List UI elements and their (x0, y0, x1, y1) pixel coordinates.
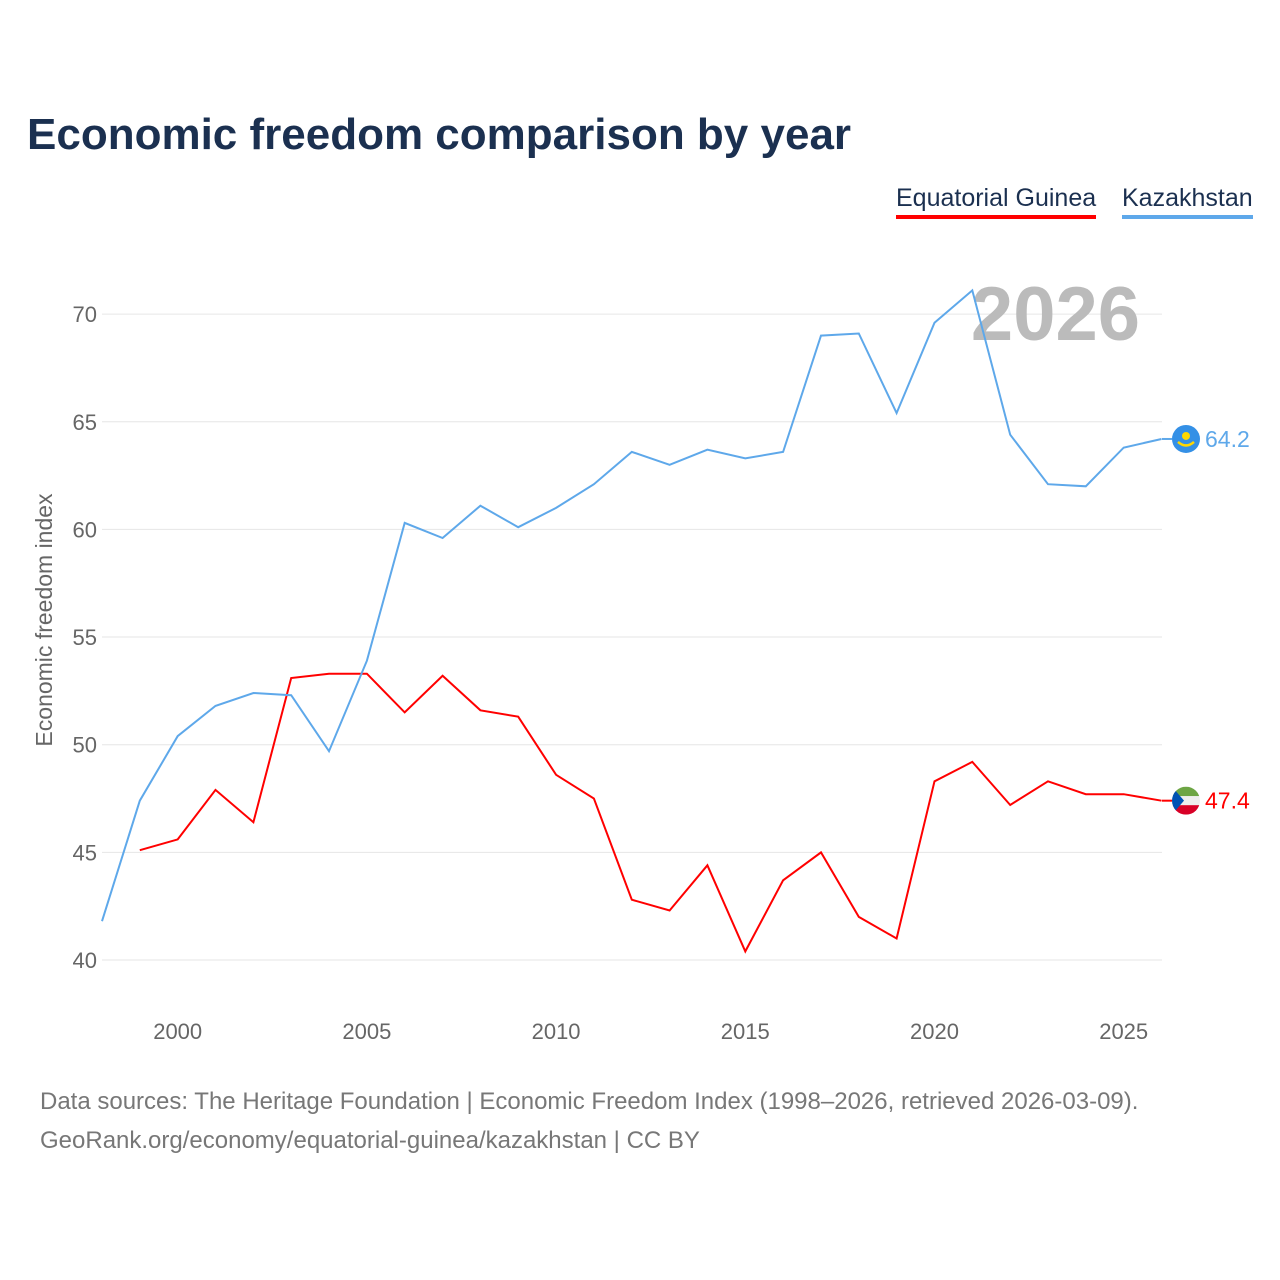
x-tick-label: 2020 (910, 1019, 959, 1044)
x-tick-label: 2015 (721, 1019, 770, 1044)
year-watermark: 2026 (971, 272, 1140, 357)
series-line-kazakhstan (101, 288, 1162, 922)
y-tick-label: 45 (73, 840, 97, 865)
legend-kazakhstan[interactable]: Kazakhstan (1122, 184, 1253, 219)
y-tick-label: 55 (73, 625, 97, 650)
x-tick-label: 2025 (1099, 1019, 1148, 1044)
kazakhstan-flag-icon (1172, 424, 1200, 453)
y-axis-label: Economic freedom index (31, 493, 57, 747)
series-line-equatorial-guinea (139, 672, 1162, 954)
x-tick-label: 2000 (153, 1019, 202, 1044)
y-tick-label: 70 (73, 302, 97, 327)
x-tick-label: 2010 (532, 1019, 581, 1044)
equatorial-guinea-flag-icon (1172, 786, 1200, 815)
chart-title: Economic freedom comparison by year (27, 110, 852, 159)
y-tick-label: 40 (73, 948, 97, 973)
line-chart: 40 45 50 55 60 65 70 2000 2005 2010 2015 2020 2025 2… (31, 272, 1250, 1044)
y-tick-label: 50 (73, 733, 97, 758)
y-tick-label: 65 (73, 410, 97, 435)
x-tick-label: 2005 (342, 1019, 391, 1044)
footer-link[interactable]: GeoRank.org/economy/equatorial-guinea/ka… (40, 1127, 700, 1154)
y-tick-label: 60 (73, 517, 97, 542)
legend-equatorial-guinea[interactable]: Equatorial Guinea (896, 184, 1097, 219)
footer-sources: Data sources: The Heritage Foundation | … (40, 1088, 1139, 1115)
end-value-label: 47.4 (1205, 788, 1250, 814)
end-value-label: 64.2 (1205, 426, 1250, 452)
